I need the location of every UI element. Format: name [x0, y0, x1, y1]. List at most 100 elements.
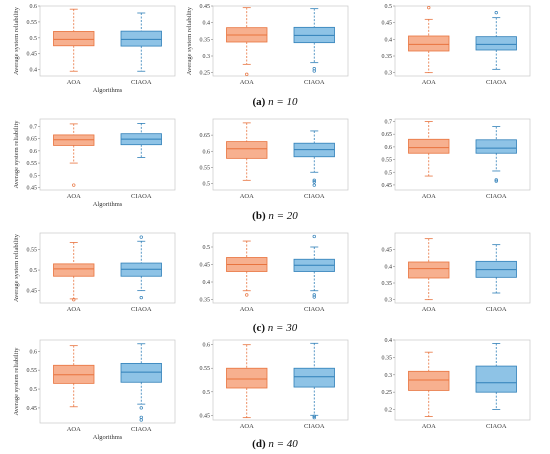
x-axis-label: Algorithms [93, 201, 123, 208]
caption-d: (d) n = 40 [252, 438, 298, 450]
y-tick-label: 0.3 [385, 71, 393, 77]
outlier-point [312, 415, 316, 420]
category-label: AOA [240, 193, 254, 200]
category-label: AOA [240, 306, 254, 313]
box-aoa [408, 35, 450, 52]
category-label: AOA [67, 193, 81, 200]
category-label: CIAOA [304, 79, 325, 86]
y-tick-label: 0.45 [27, 289, 38, 295]
y-tick-label: 0.35 [382, 355, 393, 361]
outlier-point [494, 179, 498, 183]
y-tick-label: 0.65 [200, 133, 211, 139]
outlier-point [245, 293, 249, 297]
chart-panel-11: 0.45 0.5 0.55 0.6 AOA CIAOA [200, 339, 349, 430]
y-tick-label: 0.5 [203, 390, 211, 396]
outlier-point [312, 178, 316, 182]
y-tick-label: 0.35 [200, 298, 211, 304]
category-label: CIAOA [486, 306, 507, 313]
y-tick-label: 0.2 [385, 408, 393, 414]
outlier-point [139, 235, 143, 239]
category-label: AOA [67, 426, 81, 433]
box-ciaoa [120, 30, 162, 47]
chart-panel-3: 0.3 0.35 0.4 0.45 0.5 AOA CIAOA [382, 4, 531, 86]
y-tick-label: 0.3 [203, 54, 211, 60]
chart-panel-5: 0.5 0.55 0.6 0.65 AOA CIAOA [200, 118, 349, 200]
y-tick-label: 0.4 [385, 264, 393, 270]
y-tick-label: 0.4 [385, 37, 393, 43]
outlier-point [312, 295, 316, 299]
outlier-point [139, 406, 143, 410]
outlier-point [312, 69, 316, 73]
y-tick-label: 0.45 [382, 183, 393, 189]
box-ciaoa [293, 367, 335, 388]
category-label: CIAOA [486, 423, 507, 430]
category-label: CIAOA [304, 306, 325, 313]
y-tick-label: 0.45 [382, 21, 393, 27]
y-tick-label: 0.4 [203, 21, 211, 27]
caption-a: (a) n = 10 [252, 96, 298, 108]
box-aoa [226, 367, 268, 389]
outlier-point [312, 293, 316, 297]
box-ciaoa [475, 365, 517, 393]
y-tick-label: 0.5 [385, 170, 393, 176]
y-tick-label: 0.55 [27, 247, 38, 253]
y-axis-label: Average system reliability [13, 233, 20, 302]
box-ciaoa [475, 139, 517, 154]
plot-frame [39, 339, 176, 424]
y-tick-label: 0.45 [200, 263, 211, 269]
outlier-point [139, 418, 143, 422]
outlier-point [312, 180, 316, 184]
plot-frame [394, 5, 531, 77]
category-label: AOA [67, 306, 81, 313]
chart-panel-2: 0.25 0.3 0.35 0.4 0.45 AOA CIAOA Average system… [186, 4, 349, 86]
y-tick-label: 0.55 [200, 165, 211, 171]
outlier-point [139, 415, 143, 419]
plot-frame [212, 5, 349, 77]
y-tick-label: 0.6 [203, 149, 211, 155]
plot-frame [212, 339, 349, 421]
y-tick-label: 0.5 [30, 387, 38, 393]
outlier-point [312, 234, 316, 239]
x-axis-label: Algorithms [93, 87, 123, 94]
box-aoa [226, 141, 268, 159]
caption-c: (c) n = 30 [252, 322, 298, 334]
plot-frame [394, 232, 531, 304]
y-tick-label: 0.45 [200, 4, 211, 10]
category-label: CIAOA [304, 193, 325, 200]
plot-frame [212, 232, 349, 304]
y-tick-label: 0.4 [30, 68, 38, 74]
y-tick-label: 0.45 [27, 52, 38, 58]
category-label: AOA [240, 423, 254, 430]
y-tick-label: 0.6 [30, 4, 38, 10]
category-label: CIAOA [304, 423, 325, 430]
plot-frame [212, 118, 349, 191]
plot-frame [39, 232, 176, 304]
chart-panel-8: 0.35 0.4 0.45 0.5 AOA CIAOA [200, 232, 349, 313]
plot-frame [394, 339, 531, 421]
y-tick-label: 0.4 [203, 280, 211, 286]
category-label: AOA [240, 79, 254, 86]
plot-frame [39, 118, 176, 191]
y-tick-label: 0.55 [27, 368, 38, 374]
category-label: AOA [422, 423, 436, 430]
outlier-point [427, 6, 431, 10]
plot-frame [39, 5, 176, 77]
box-aoa [408, 370, 450, 391]
category-label: AOA [422, 193, 436, 200]
y-tick-label: 0.45 [27, 406, 38, 412]
chart-panel-10: 0.45 0.5 0.55 0.6 AOA CIAOA Algorithms Average … [13, 339, 176, 441]
chart-panel-12: 0.2 0.25 0.3 0.35 0.4 AOA CIAOA [382, 338, 531, 430]
y-axis-label: Average system reliability [13, 347, 20, 416]
y-tick-label: 0.6 [203, 343, 211, 349]
y-tick-label: 0.25 [200, 71, 211, 77]
box-ciaoa [120, 362, 162, 383]
y-tick-label: 0.3 [385, 298, 393, 304]
y-tick-label: 0.55 [200, 366, 211, 372]
y-tick-label: 0.5 [30, 173, 38, 179]
y-tick-label: 0.5 [30, 268, 38, 274]
y-tick-label: 0.65 [27, 137, 38, 143]
y-tick-label: 0.45 [382, 248, 393, 254]
box-aoa [408, 138, 450, 154]
y-tick-label: 0.45 [27, 186, 38, 192]
